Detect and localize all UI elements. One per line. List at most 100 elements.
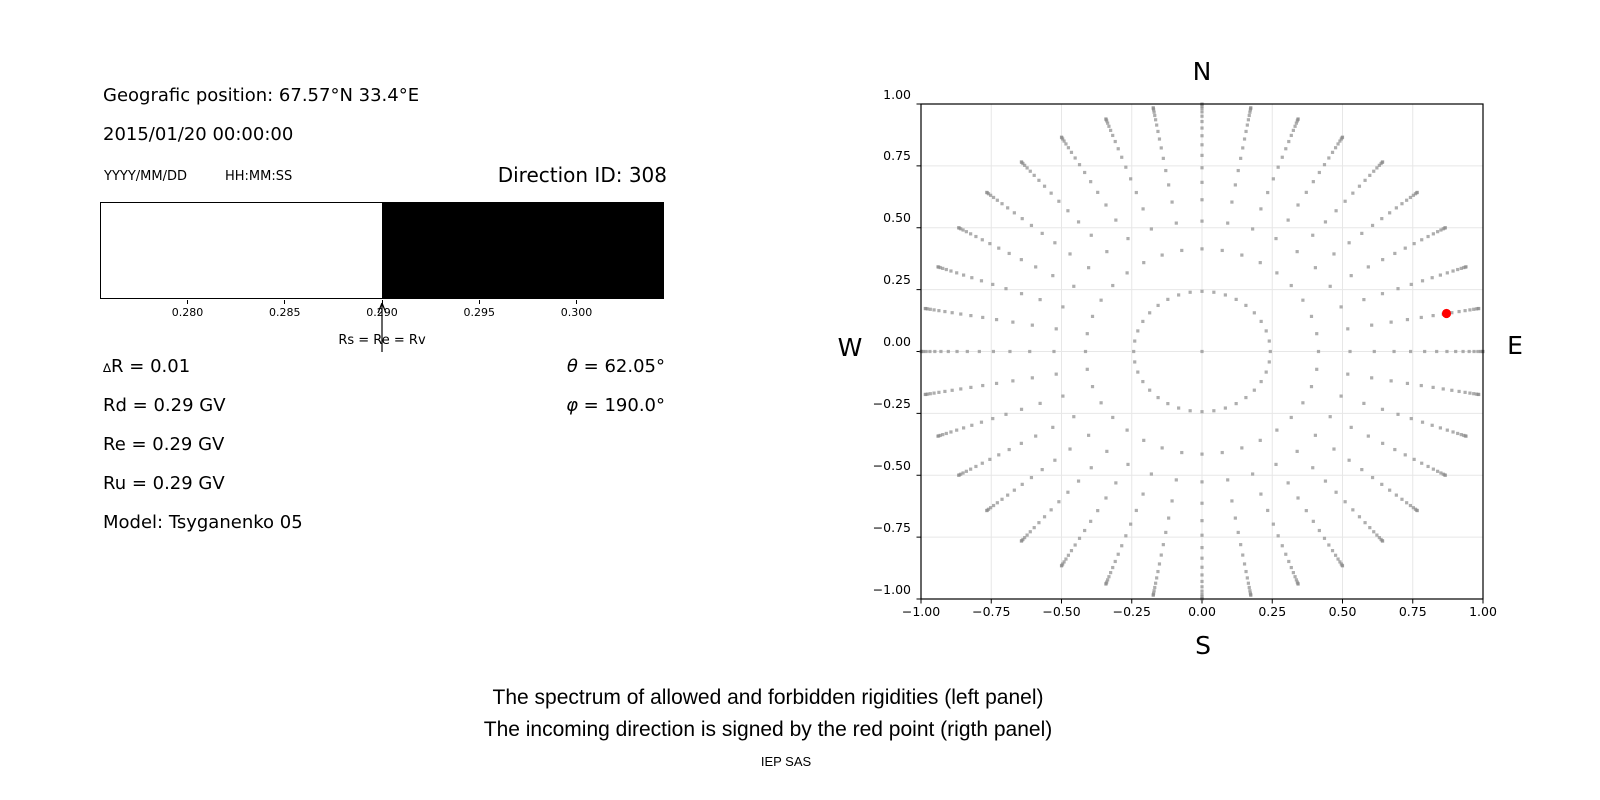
direction-dot — [1317, 170, 1321, 175]
direction-dot — [1000, 202, 1004, 206]
direction-dot — [1293, 124, 1297, 128]
direction-dot — [1226, 221, 1230, 225]
direction-dot — [1301, 401, 1305, 405]
direction-dot — [941, 266, 945, 270]
direction-dot — [1396, 412, 1400, 416]
direction-dot — [936, 434, 940, 438]
direction-dot — [1377, 163, 1381, 167]
direction-dot — [1381, 539, 1385, 543]
direction-dot — [1111, 283, 1115, 288]
direction-dot — [1089, 233, 1093, 237]
direction-dot — [1340, 135, 1345, 139]
direction-dot — [1348, 349, 1352, 354]
direction-dot — [1200, 219, 1204, 223]
x-tick-mark — [187, 300, 189, 304]
direction-dot — [985, 190, 989, 195]
direction-dot — [1415, 508, 1419, 513]
direction-dot — [1029, 475, 1034, 480]
direction-dot — [1443, 226, 1447, 230]
phi-symbol: φ — [566, 395, 578, 416]
direction-dot — [1240, 446, 1244, 450]
direction-dot — [1200, 166, 1204, 170]
direction-dot — [1090, 314, 1095, 318]
x-tick-label: −0.25 — [1112, 604, 1151, 619]
direction-dot — [1377, 536, 1381, 540]
direction-dot — [1188, 409, 1192, 413]
direction-dot — [961, 228, 965, 232]
delta-symbol: ∆ — [103, 361, 112, 375]
direction-dot — [974, 234, 978, 239]
direction-dot — [1076, 479, 1081, 483]
direction-dot — [1113, 139, 1117, 144]
direction-dot — [1330, 150, 1335, 154]
direction-dot — [1073, 156, 1077, 160]
direction-dot — [1126, 462, 1130, 467]
direction-dot — [1011, 320, 1015, 324]
direction-dot — [979, 420, 984, 424]
direction-dot — [1287, 559, 1291, 564]
direction-dot — [1380, 217, 1384, 221]
direction-dot — [1085, 367, 1089, 371]
direction-dot — [1259, 319, 1263, 324]
x-tick-mark — [575, 300, 577, 304]
x-tick-mark — [381, 300, 383, 304]
direction-dot — [985, 508, 989, 513]
direction-dot — [1023, 536, 1027, 540]
direction-dot — [1405, 317, 1410, 322]
direction-dot — [1242, 562, 1247, 566]
direction-dot — [1083, 170, 1087, 175]
direction-dot — [1266, 190, 1270, 195]
direction-dot — [1223, 406, 1227, 410]
direction-dot — [1053, 458, 1057, 462]
time-format-label: HH:MM:SS — [225, 169, 293, 184]
direction-dot — [1109, 128, 1113, 132]
direction-dot — [1438, 273, 1442, 277]
direction-dot — [1125, 271, 1129, 275]
direction-dot — [1372, 169, 1376, 173]
direction-dot — [1096, 509, 1100, 513]
direction-dot — [1148, 311, 1152, 315]
direction-dot — [1156, 569, 1160, 574]
plot-border — [920, 103, 1484, 600]
direction-dot — [1142, 438, 1146, 442]
direction-dot — [1180, 450, 1184, 455]
direction-dot — [937, 390, 941, 394]
direction-dot — [1072, 415, 1076, 419]
direction-dot — [1037, 521, 1041, 525]
direction-dot — [1200, 247, 1204, 251]
direction-dot — [991, 416, 995, 421]
direction-dot — [1459, 433, 1463, 437]
direction-dot — [1459, 266, 1463, 270]
direction-dot — [1029, 223, 1034, 228]
direction-dot — [1286, 218, 1290, 222]
direction-dot — [1327, 156, 1331, 160]
direction-dot — [923, 306, 927, 311]
y-tick-label: 1.00 — [883, 86, 911, 102]
direction-dot — [1151, 593, 1155, 597]
direction-dot — [1264, 329, 1268, 333]
direction-dot — [943, 389, 947, 394]
direction-dot — [1148, 388, 1152, 392]
direction-dot — [1111, 415, 1115, 420]
direction-dot — [1403, 246, 1407, 250]
direction-dot — [1375, 166, 1379, 170]
direction-dot — [1166, 297, 1170, 301]
direction-dot — [1372, 349, 1376, 354]
direction-dot — [1380, 482, 1384, 486]
direction-dot — [1439, 228, 1443, 232]
direction-dot — [1073, 543, 1077, 547]
direction-dot — [1200, 565, 1204, 569]
x-tick-label: 1.00 — [1469, 604, 1497, 619]
direction-dot — [1166, 402, 1170, 406]
direction-dot — [1120, 155, 1124, 159]
direction-dot — [928, 307, 932, 311]
direction-dot — [1083, 528, 1087, 533]
direction-dot — [1408, 503, 1413, 508]
direction-dot — [1136, 329, 1140, 333]
direction-dot — [1276, 534, 1280, 538]
direction-dot — [1338, 560, 1342, 564]
y-tick-label: 0.00 — [883, 334, 911, 349]
x-tick-label: 0.295 — [463, 306, 495, 319]
direction-dot — [1246, 581, 1250, 585]
direction-dot — [1477, 306, 1481, 311]
